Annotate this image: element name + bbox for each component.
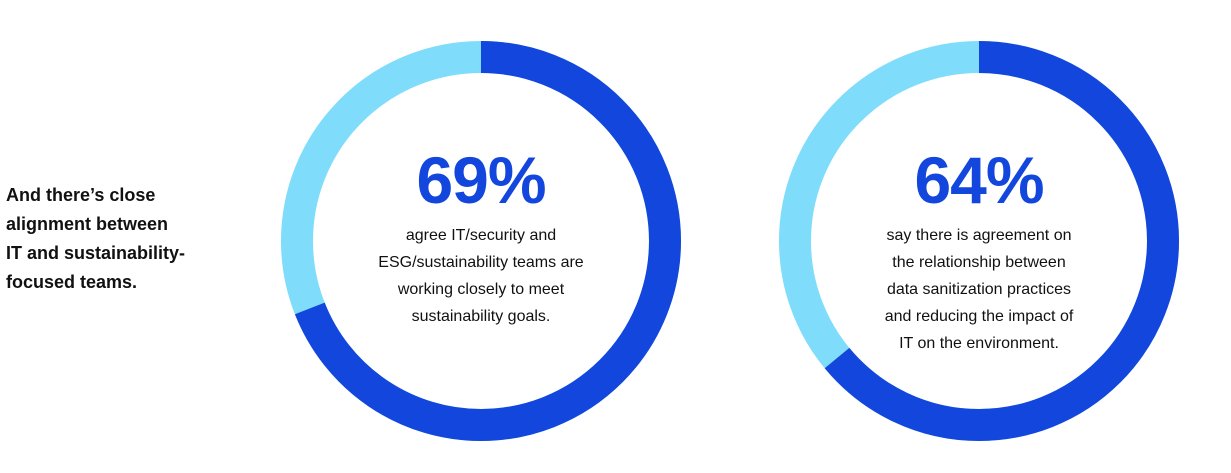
donut-2-description: say there is agreement on the relationsh…: [829, 222, 1129, 357]
intro-line: focused teams.: [6, 272, 138, 292]
donut-2-value-slice: [779, 41, 1179, 441]
intro-text: And there’s close alignment between IT a…: [6, 181, 226, 297]
description-line: the relationship between: [892, 254, 1066, 271]
description-line: sustainability goals.: [411, 308, 551, 325]
intro-line: IT and sustainability-: [6, 243, 186, 263]
description-line: working closely to meet: [397, 281, 565, 298]
donut-chart-2-svg: [779, 41, 1179, 441]
intro-line: And there’s close: [6, 185, 156, 205]
description-line: IT on the environment.: [899, 335, 1059, 352]
description-line: and reducing the impact of: [884, 308, 1074, 325]
donut-chart-2: 64% say there is agreement on the relati…: [775, 37, 1183, 445]
description-line: ESG/sustainability teams are: [378, 254, 584, 271]
donut-chart-1-svg: [281, 41, 681, 441]
donut-chart-1: 69% agree IT/security and ESG/sustainabi…: [277, 37, 685, 445]
donut-1-text: 69% agree IT/security and ESG/sustainabi…: [331, 145, 631, 330]
description-line: say there is agreement on: [886, 227, 1072, 244]
description-line: agree IT/security and: [405, 227, 557, 244]
donut-1-percentage: 69%: [416, 143, 546, 217]
intro-line: alignment between: [6, 214, 169, 234]
donut-2-text: 64% say there is agreement on the relati…: [829, 145, 1129, 357]
donut-1-description: agree IT/security and ESG/sustainability…: [331, 222, 631, 330]
donut-1-value-slice: [281, 41, 681, 441]
description-line: data sanitization practices: [886, 281, 1072, 298]
donut-2-percentage: 64%: [914, 143, 1044, 217]
